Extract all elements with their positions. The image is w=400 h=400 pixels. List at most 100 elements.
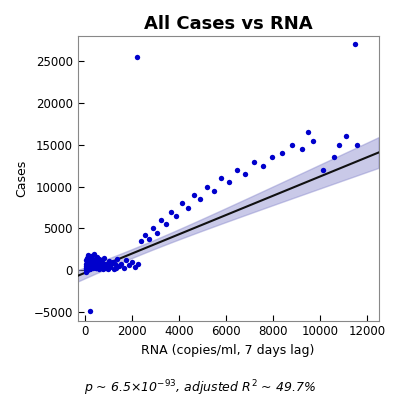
Point [85,265,92,271]
Point [158,217,165,223]
Point [86,258,92,264]
Point [86,263,93,269]
Point [278,150,285,156]
Point [101,254,108,261]
Point [96,256,103,263]
Point [88,263,94,269]
Point [82,260,89,267]
Point [106,258,112,264]
Point [190,192,197,198]
Point [86,307,93,314]
Point [226,179,232,186]
Point [354,142,360,148]
Point [146,235,152,242]
Point [250,158,257,165]
Point [87,266,94,272]
Point [86,266,92,272]
Point [126,262,132,268]
Point [93,254,100,260]
Point [86,266,92,272]
Y-axis label: Cases: Cases [15,160,28,197]
Point [94,260,100,266]
Point [99,263,106,269]
Point [84,254,90,261]
Point [210,188,217,194]
Point [178,200,185,206]
Point [90,264,96,270]
Point [90,261,97,268]
Point [83,263,89,269]
Point [96,266,102,272]
Point [133,54,140,60]
Point [88,257,95,264]
Point [116,263,122,269]
Point [91,261,98,268]
Point [84,266,90,273]
Point [92,265,99,271]
Point [94,264,100,270]
Point [91,251,98,258]
Point [260,162,266,169]
Point [320,167,326,173]
Point [352,41,358,48]
Point [83,257,90,264]
Point [88,253,94,259]
Point [242,171,248,177]
Point [98,264,104,270]
Point [123,257,129,264]
Point [135,260,141,267]
Point [88,260,94,266]
Point [87,259,94,265]
Point [331,154,338,160]
Point [109,260,115,266]
Point [84,261,90,268]
Point [102,260,109,267]
Point [100,264,106,270]
Point [173,213,180,219]
Point [97,261,103,268]
Point [89,262,95,268]
Point [103,265,110,271]
Point [142,232,148,238]
Point [288,142,295,148]
Point [102,260,108,267]
Point [87,260,94,267]
Point [118,260,125,267]
Point [184,204,191,211]
Point [89,260,96,267]
Point [84,264,91,270]
Point [299,146,305,152]
Point [93,260,99,267]
Point [105,266,111,272]
Point [128,259,135,265]
Point [342,133,349,140]
Point [150,225,156,232]
Point [138,238,144,244]
Point [86,254,92,260]
Point [85,262,91,268]
Point [107,262,114,268]
Point [84,260,91,266]
Point [112,261,118,268]
Point [86,260,92,267]
Point [86,256,93,263]
Point [121,265,127,271]
Point [86,264,93,270]
Point [96,263,102,269]
Point [110,259,116,265]
Point [203,184,210,190]
Point [234,167,240,173]
Point [113,265,120,271]
Point [114,256,120,262]
Point [90,256,96,262]
Point [132,264,138,270]
Point [82,266,89,272]
X-axis label: RNA (copies/ml, 7 days lag): RNA (copies/ml, 7 days lag) [142,344,315,357]
Point [87,261,93,268]
Point [98,259,105,265]
Point [92,263,98,269]
Point [110,266,117,272]
Point [88,258,95,264]
Text: $p$ ~ 6.5×10$^{-93}$, adjusted $R^2$ ~ 49.7%: $p$ ~ 6.5×10$^{-93}$, adjusted $R^2$ ~ 4… [84,378,316,398]
Point [104,262,111,268]
